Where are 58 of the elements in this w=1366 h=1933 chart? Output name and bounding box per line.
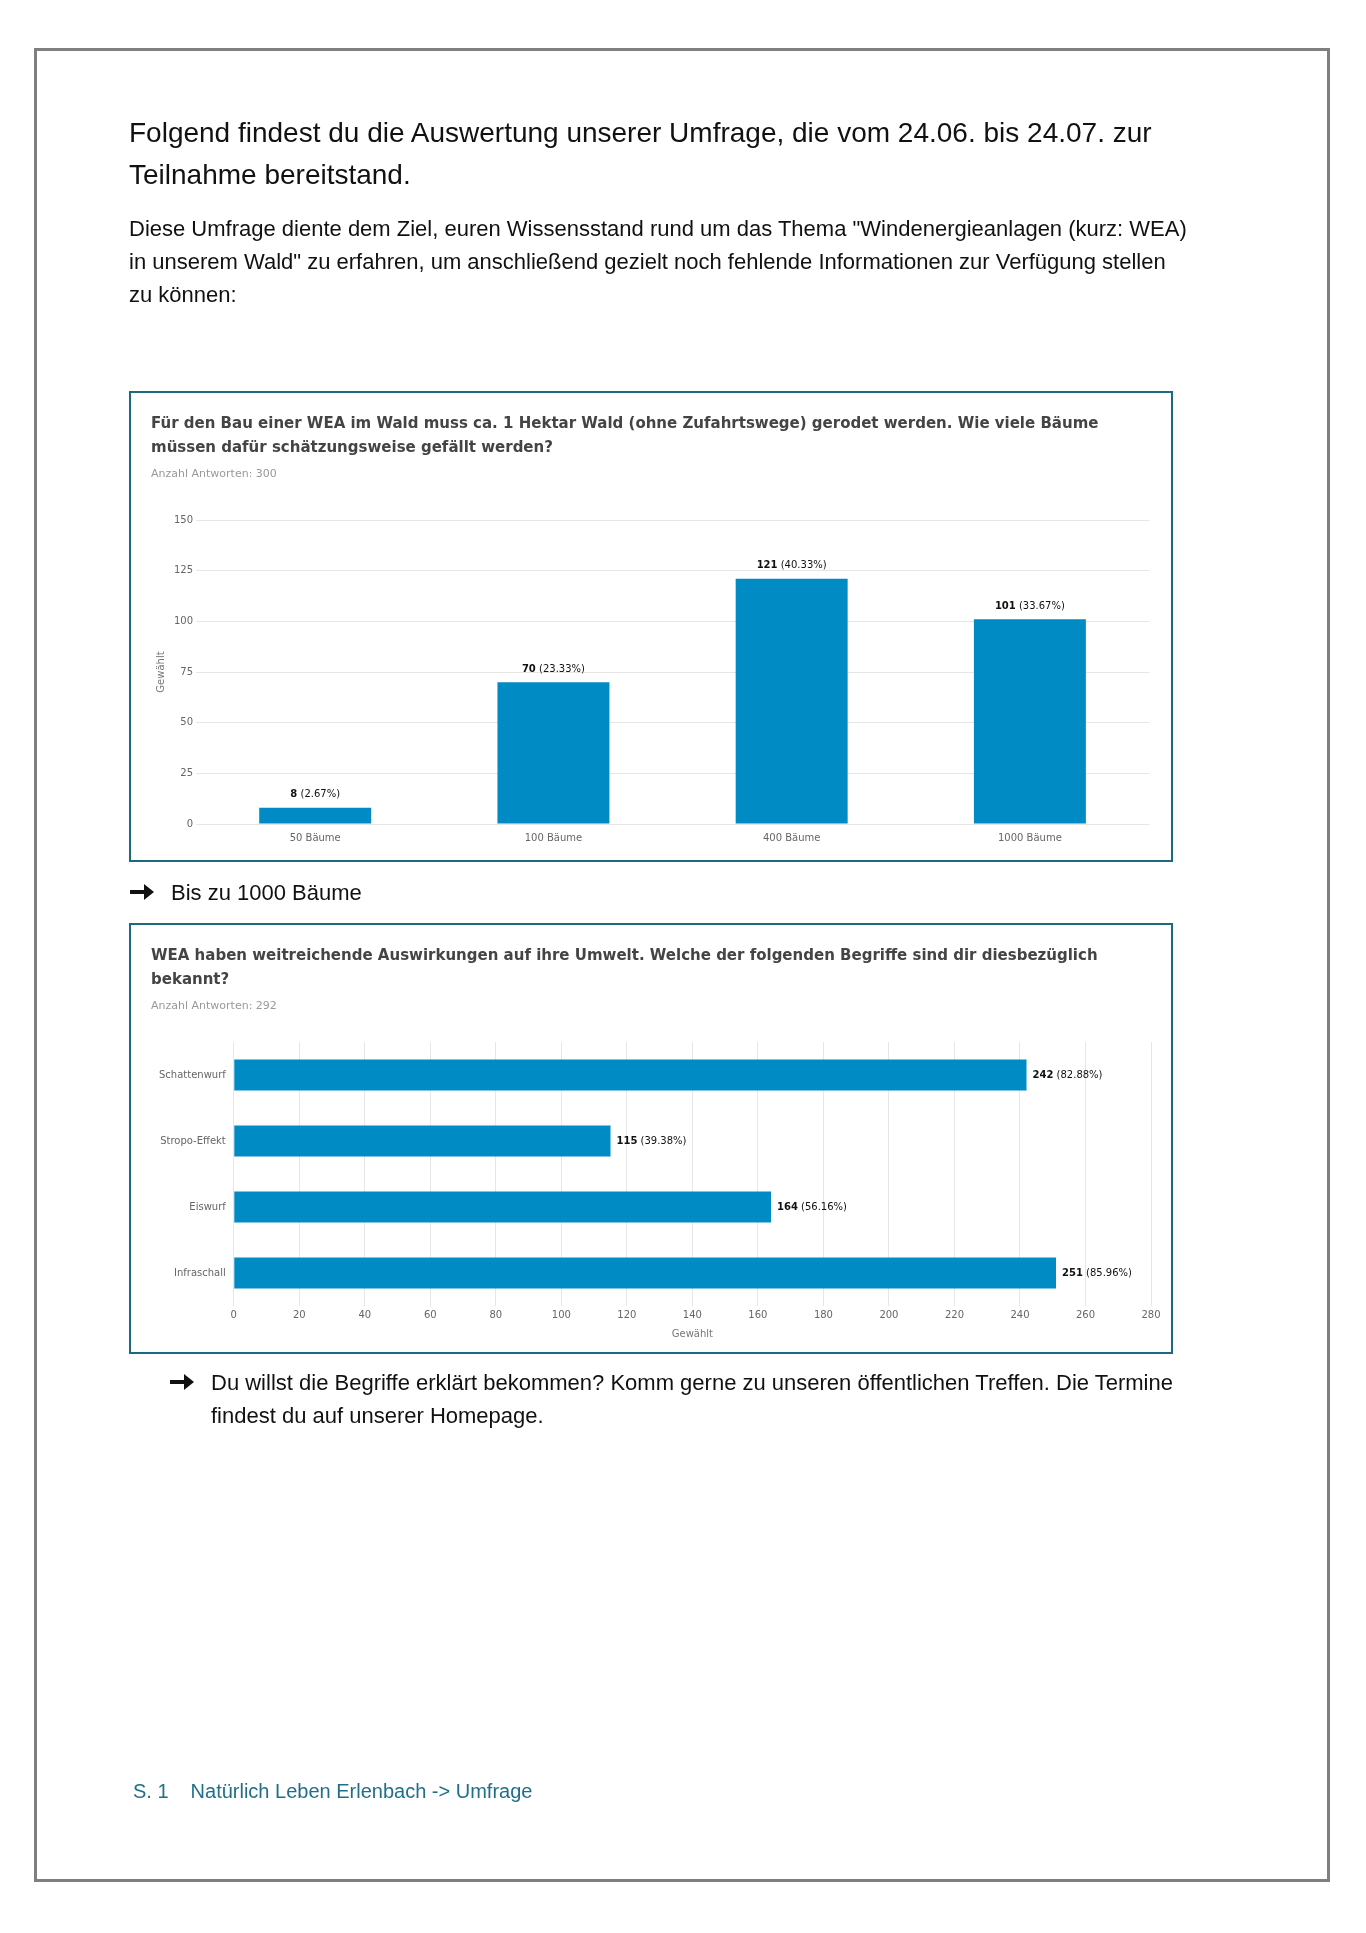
text: Bis zu 1000 Bäume bbox=[171, 879, 362, 907]
x-tick-label: 20 bbox=[292, 1308, 306, 1320]
x-tick-label: 80 bbox=[489, 1308, 503, 1320]
y-tick-label: 75 bbox=[180, 665, 194, 677]
x-tick-label: 0 bbox=[230, 1308, 237, 1320]
x-tick-label: 60 bbox=[423, 1308, 437, 1320]
y-tick-label: Infraschall bbox=[174, 1266, 226, 1278]
data-label: 121 (40.33%) bbox=[756, 559, 827, 571]
data-label: 164 (56.16%) bbox=[777, 1200, 848, 1212]
text: S. 1 bbox=[133, 1780, 169, 1803]
x-tick-label: 40 bbox=[358, 1308, 372, 1320]
text: Du willst die Begriffe erklärt bekommen? Komm gerne zu unseren öffentlichen Treffen. Die Termine findest du auf unserer Homepage. bbox=[211, 1369, 1174, 1430]
text: Diese Umfrage diente dem Ziel, euren Wissensstand rund um das Thema "Windenergieanlagen (kurz: WEA) in unserem Wald" zu erfahren, um anschließend gezielt noch fehlende Informationen zur Verfügung stellen zu können: bbox=[129, 215, 1188, 309]
bar bbox=[234, 1125, 611, 1157]
y-tick-label: 50 bbox=[180, 716, 194, 728]
x-tick-label: 200 bbox=[879, 1308, 899, 1320]
chart-title: Für den Bau einer WEA im Wald muss ca. 1 Hektar Wald (ohne Zufahrtswege) gerodet werden. Wie viele Bäume müssen dafür schätzungsweise gefällt werden? bbox=[150, 413, 1100, 458]
x-tick-label: 160 bbox=[748, 1308, 768, 1320]
y-axis-title: Gewählt bbox=[154, 651, 166, 693]
y-tick-label: Stropo-Effekt bbox=[160, 1134, 226, 1146]
bar bbox=[234, 1059, 1027, 1091]
y-tick-label: Schattenwurf bbox=[159, 1068, 227, 1080]
data-label: 8 (2.67%) bbox=[290, 788, 341, 800]
data-label: 242 (82.88%) bbox=[1032, 1068, 1103, 1080]
data-label: 70 (23.33%) bbox=[521, 662, 586, 674]
x-tick-label: 1000 Bäume bbox=[997, 831, 1062, 843]
bar bbox=[234, 1257, 1056, 1289]
x-tick-label: 220 bbox=[944, 1308, 964, 1320]
y-tick-label: 150 bbox=[173, 513, 194, 525]
chart-title: WEA haben weitreichende Auswirkungen auf ihre Umwelt. Welche der folgenden Begriffe sind dir diesbezüglich bekannt? bbox=[150, 945, 1099, 990]
x-tick-label: 120 bbox=[617, 1308, 637, 1320]
text: Folgend findest du die Auswertung unserer Umfrage, die vom 24.06. bis 24.07. zur Teilnahme bereitstand. bbox=[129, 116, 1153, 192]
x-tick-label: 140 bbox=[682, 1308, 702, 1320]
data-label: 115 (39.38%) bbox=[616, 1134, 687, 1146]
bar bbox=[259, 807, 372, 824]
data-label: 101 (33.67%) bbox=[994, 599, 1065, 611]
bar bbox=[973, 619, 1086, 824]
y-tick-label: 100 bbox=[173, 614, 194, 626]
chart-subtitle: Anzahl Antworten: 300 bbox=[150, 466, 278, 480]
x-tick-label: 260 bbox=[1075, 1308, 1096, 1320]
bar bbox=[497, 682, 610, 824]
bar bbox=[234, 1191, 772, 1223]
x-tick-label: 50 Bäume bbox=[289, 831, 341, 843]
x-tick-label: 400 Bäume bbox=[762, 831, 821, 843]
y-tick-label: 0 bbox=[186, 817, 194, 829]
data-label: 251 (85.96%) bbox=[1062, 1266, 1133, 1278]
x-tick-label: 100 Bäume bbox=[524, 831, 583, 843]
y-tick-label: 125 bbox=[173, 564, 194, 576]
chart-subtitle: Anzahl Antworten: 292 bbox=[150, 998, 278, 1012]
x-tick-label: 100 bbox=[551, 1308, 571, 1320]
x-tick-label: 280 bbox=[1141, 1308, 1161, 1320]
x-tick-label: 240 bbox=[1010, 1308, 1030, 1320]
bar bbox=[735, 578, 848, 824]
text: Natürlich Leben Erlenbach -> Umfrage bbox=[190, 1780, 533, 1803]
x-tick-label: 180 bbox=[813, 1308, 833, 1320]
x-axis-title: Gewählt bbox=[671, 1327, 714, 1339]
y-tick-label: Eiswurf bbox=[189, 1200, 227, 1212]
y-tick-label: 25 bbox=[180, 766, 194, 778]
